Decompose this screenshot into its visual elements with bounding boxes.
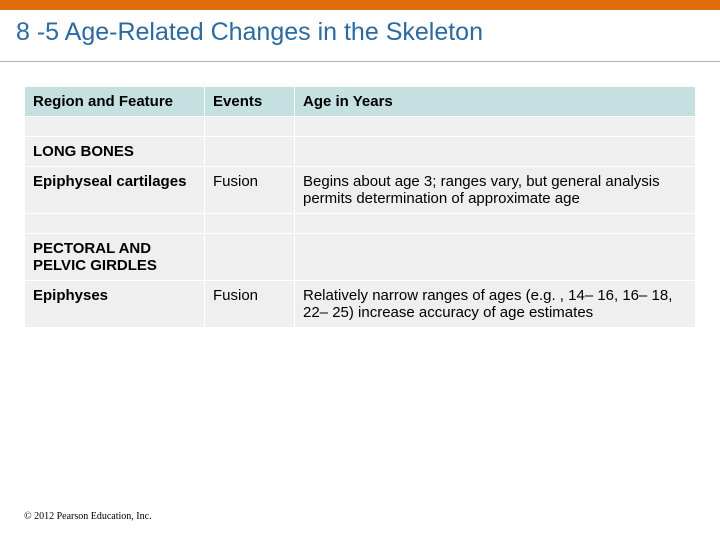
cell-events: Fusion xyxy=(205,281,295,328)
table-header-row: Region and Feature Events Age in Years xyxy=(25,87,696,117)
divider xyxy=(0,61,720,62)
cell-age: Begins about age 3; ranges vary, but gen… xyxy=(295,167,696,214)
copyright-text: © 2012 Pearson Education, Inc. xyxy=(24,511,152,522)
slide-title: 8 -5 Age-Related Changes in the Skeleton xyxy=(0,10,720,61)
table-row: Epiphyseal cartilages Fusion Begins abou… xyxy=(25,167,696,214)
section-heading-row: LONG BONES xyxy=(25,137,696,167)
cell-feature: Epiphyseal cartilages xyxy=(25,167,205,214)
skeleton-changes-table: Region and Feature Events Age in Years L… xyxy=(24,86,696,328)
table-spacer xyxy=(25,117,696,137)
cell-age: Relatively narrow ranges of ages (e.g. ,… xyxy=(295,281,696,328)
header-age: Age in Years xyxy=(295,87,696,117)
header-region: Region and Feature xyxy=(25,87,205,117)
table-row: Epiphyses Fusion Relatively narrow range… xyxy=(25,281,696,328)
section-heading-row: PECTORAL AND PELVIC GIRDLES xyxy=(25,234,696,281)
cell-events: Fusion xyxy=(205,167,295,214)
section-heading: PECTORAL AND PELVIC GIRDLES xyxy=(25,234,205,281)
cell-feature: Epiphyses xyxy=(25,281,205,328)
section-heading: LONG BONES xyxy=(25,137,205,167)
header-events: Events xyxy=(205,87,295,117)
table-spacer xyxy=(25,214,696,234)
accent-bar xyxy=(0,0,720,10)
